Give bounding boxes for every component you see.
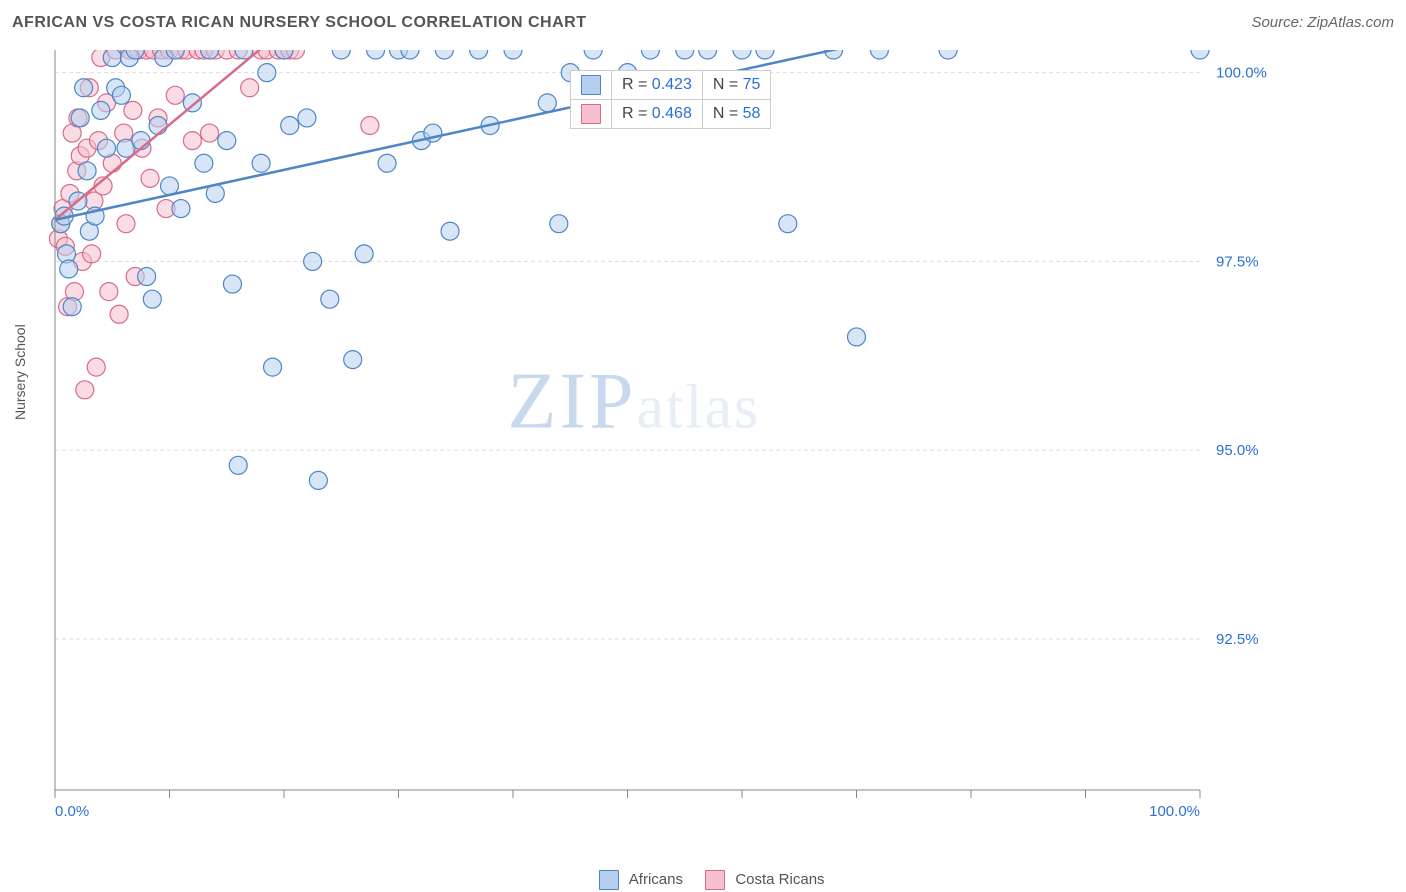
africans-point xyxy=(309,471,327,489)
africans-point xyxy=(264,358,282,376)
africans-point xyxy=(161,177,179,195)
scatter-chart-svg: 100.0% 97.5% 95.0% 92.5% ZIPatlas 0.0% 100.0% xyxy=(45,50,1390,820)
africans-point xyxy=(1191,50,1209,59)
costa-ricans-n-value: 58 xyxy=(743,105,761,122)
y-tick-label: 92.5% xyxy=(1216,631,1259,648)
africans-point xyxy=(870,50,888,59)
costa-ricans-point xyxy=(83,245,101,263)
africans-point xyxy=(355,245,373,263)
africans-point xyxy=(223,275,241,293)
costa-ricans-point xyxy=(76,381,94,399)
chart-area: 100.0% 97.5% 95.0% 92.5% ZIPatlas 0.0%100.0% … xyxy=(45,50,1390,820)
y-tick-label: 100.0% xyxy=(1216,65,1267,82)
africans-point xyxy=(60,260,78,278)
africans-point xyxy=(172,200,190,218)
africans-point xyxy=(939,50,957,59)
africans-point xyxy=(281,117,299,135)
costa-ricans-point xyxy=(141,169,159,187)
costa-ricans-point xyxy=(361,117,379,135)
costa-ricans-point xyxy=(87,358,105,376)
costa-ricans-point xyxy=(183,132,201,150)
y-tick-label: 95.0% xyxy=(1216,442,1259,459)
africans-point xyxy=(378,154,396,172)
watermark: ZIPatlas xyxy=(508,358,761,446)
costa-ricans-point xyxy=(241,79,259,97)
africans-point xyxy=(103,50,121,67)
africans-point xyxy=(183,94,201,112)
africans-point xyxy=(258,64,276,82)
costa-ricans-point xyxy=(124,101,142,119)
costa-ricans-point xyxy=(110,305,128,323)
costa-ricans-point xyxy=(100,283,118,301)
africans-point xyxy=(98,139,116,157)
swatch-costa-ricans-icon xyxy=(581,104,601,124)
africans-point xyxy=(112,86,130,104)
costa-ricans-point xyxy=(117,215,135,233)
x-tick-label: 0.0% xyxy=(55,803,89,820)
africans-point xyxy=(676,50,694,59)
africans-point xyxy=(63,298,81,316)
africans-point xyxy=(441,222,459,240)
africans-point xyxy=(78,162,96,180)
africans-point xyxy=(229,456,247,474)
x-tick-label: 100.0% xyxy=(1149,803,1200,820)
africans-r-value: 0.423 xyxy=(652,76,692,93)
africans-point xyxy=(321,290,339,308)
africans-point xyxy=(538,94,556,112)
legend-n-label: N = xyxy=(713,105,738,122)
africans-point xyxy=(252,154,270,172)
africans-point xyxy=(71,109,89,127)
africans-point xyxy=(138,268,156,286)
legend-r-label: R = xyxy=(622,76,647,93)
costa-ricans-point xyxy=(166,86,184,104)
swatch-africans-icon xyxy=(599,870,619,890)
africans-point xyxy=(756,50,774,59)
legend-n-label: N = xyxy=(713,76,738,93)
africans-point xyxy=(143,290,161,308)
africans-point xyxy=(367,50,385,59)
y-axis-label: Nursery School xyxy=(12,324,28,420)
costa-ricans-point xyxy=(201,124,219,142)
africans-point xyxy=(733,50,751,59)
africans-point xyxy=(344,351,362,369)
legend-row-costa-ricans: R = 0.468 N = 58 xyxy=(571,100,771,129)
africans-point xyxy=(504,50,522,59)
africans-point xyxy=(298,109,316,127)
africans-n-value: 75 xyxy=(743,76,761,93)
legend-row-africans: R = 0.423 N = 75 xyxy=(571,71,771,100)
series-label-africans: Africans xyxy=(629,871,683,888)
africans-point xyxy=(641,50,659,59)
africans-point xyxy=(75,79,93,97)
legend-r-label: R = xyxy=(622,105,647,122)
correlation-legend: R = 0.423 N = 75 R = 0.468 N = 58 xyxy=(570,70,771,129)
africans-point xyxy=(149,117,167,135)
africans-point xyxy=(435,50,453,59)
swatch-costa-ricans-icon xyxy=(705,870,725,890)
africans-point xyxy=(92,101,110,119)
africans-point xyxy=(218,132,236,150)
africans-point xyxy=(779,215,797,233)
africans-point xyxy=(584,50,602,59)
africans-point xyxy=(470,50,488,59)
y-tick-label: 97.5% xyxy=(1216,253,1259,270)
chart-title: AFRICAN VS COSTA RICAN NURSERY SCHOOL CO… xyxy=(12,14,586,32)
costa-ricans-r-value: 0.468 xyxy=(652,105,692,122)
africans-point xyxy=(848,328,866,346)
africans-point xyxy=(332,50,350,59)
africans-point xyxy=(699,50,717,59)
bottom-legend: Africans Costa Ricans xyxy=(0,870,1406,890)
swatch-africans-icon xyxy=(581,75,601,95)
africans-point xyxy=(195,154,213,172)
source-attribution: Source: ZipAtlas.com xyxy=(1251,14,1394,31)
series-label-costa-ricans: Costa Ricans xyxy=(735,871,824,888)
africans-point xyxy=(304,252,322,270)
africans-point xyxy=(550,215,568,233)
